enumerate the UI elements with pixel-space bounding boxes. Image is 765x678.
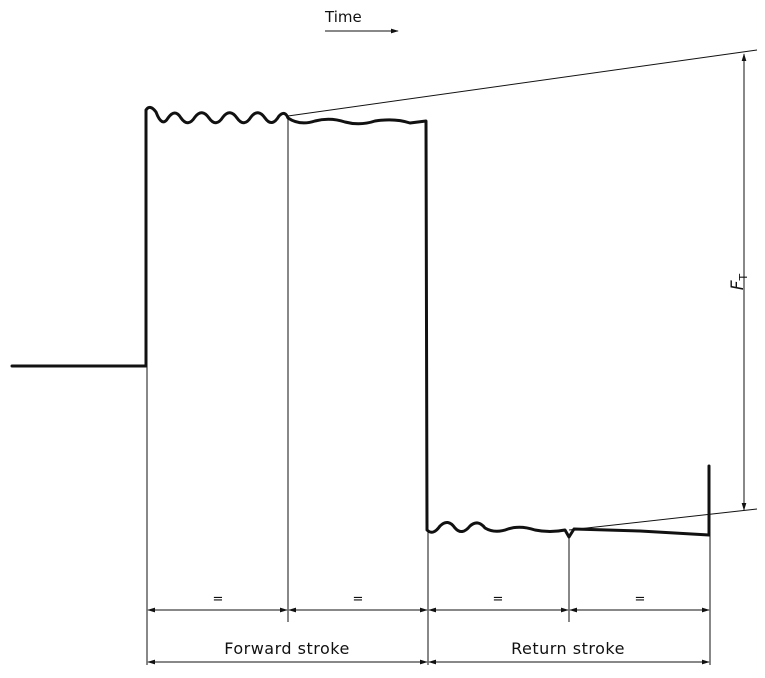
svg-text:FT: FT <box>728 273 750 290</box>
equal-mark-forward-first: = <box>213 592 224 607</box>
equal-mark-return-second: = <box>635 592 646 607</box>
equal-mark-forward-second: = <box>353 592 364 607</box>
forward-stroke-label: Forward stroke <box>224 639 350 658</box>
return-stroke-label: Return stroke <box>511 639 625 658</box>
ft-label: FT <box>728 273 750 290</box>
lower-envelope-line <box>568 508 758 531</box>
upper-envelope-line <box>287 49 758 117</box>
force-trace <box>10 105 711 539</box>
time-label: Time <box>324 8 362 26</box>
ft-subscript: T <box>737 273 750 281</box>
ft-symbol: F <box>728 280 748 290</box>
equal-mark-return-first: = <box>493 592 504 607</box>
